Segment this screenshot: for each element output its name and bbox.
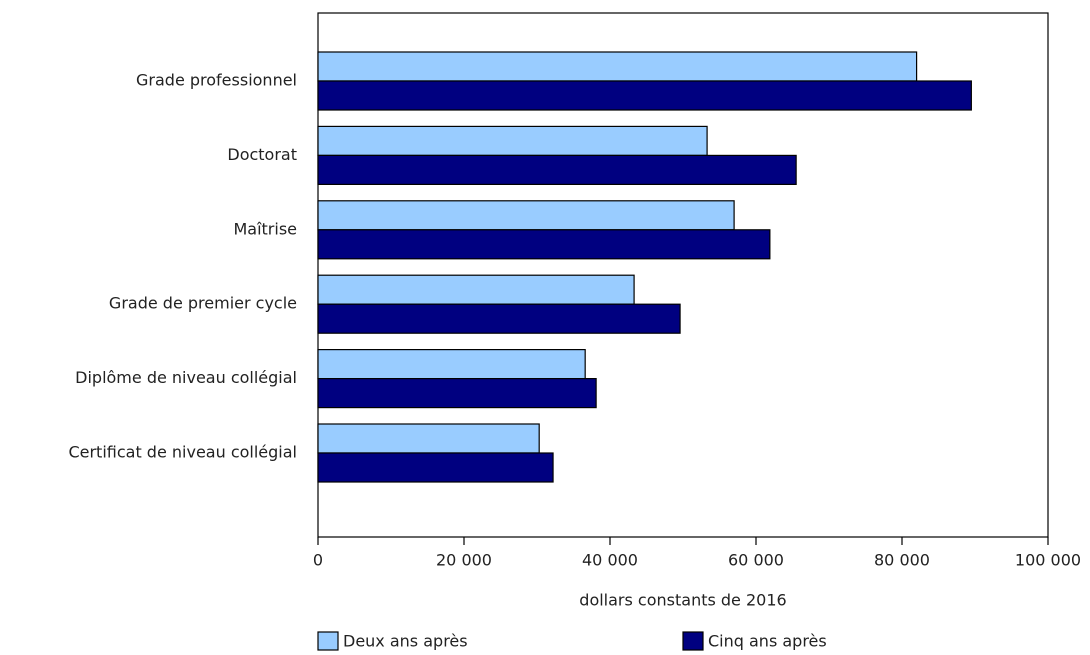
legend-swatch <box>682 631 704 651</box>
x-tick-label: 20 000 <box>436 551 492 570</box>
bar <box>317 274 635 305</box>
y-tick-label: Maîtrise <box>233 219 297 238</box>
y-tick-label: Grade professionnel <box>136 71 297 90</box>
y-tick-label: Doctorat <box>227 145 297 164</box>
bar <box>317 423 540 454</box>
y-tick-label: Grade de premier cycle <box>109 294 297 313</box>
bar <box>317 378 597 409</box>
bar <box>317 303 681 334</box>
bar <box>317 200 735 231</box>
bar <box>317 125 708 157</box>
bar <box>317 80 972 111</box>
x-axis-label: dollars constants de 2016 <box>579 591 786 610</box>
legend-label: Cinq ans après <box>708 632 827 651</box>
bar <box>317 349 586 380</box>
x-tick-label: 100 000 <box>1015 551 1081 570</box>
bar <box>317 452 554 483</box>
bar <box>317 51 918 82</box>
legend-swatch <box>317 631 339 651</box>
x-tick-label: 80 000 <box>874 551 930 570</box>
legend-label: Deux ans après <box>343 632 468 651</box>
x-tick-label: 60 000 <box>728 551 784 570</box>
x-tick-label: 0 <box>313 551 323 570</box>
bar <box>317 229 771 260</box>
x-tick-label: 40 000 <box>582 551 638 570</box>
bar <box>317 154 797 185</box>
y-tick-label: Certificat de niveau collégial <box>68 443 297 462</box>
y-tick-label: Diplôme de niveau collégial <box>75 368 297 387</box>
